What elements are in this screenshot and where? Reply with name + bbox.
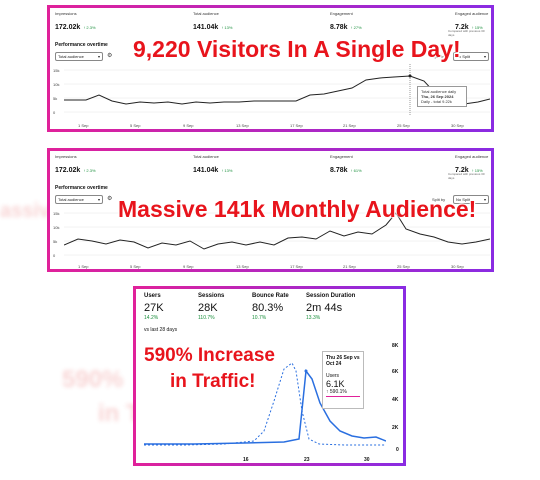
x-tick: 9 Sep (183, 123, 194, 128)
x-tick: 13 Sep (236, 123, 249, 128)
x-tick: 5 Sep (130, 123, 141, 128)
chart-tooltip: Thu 26 Sep vs Oct 24 Users 6.1K ↑ 590.1% (322, 351, 364, 409)
audience-line-chart (64, 212, 490, 256)
y-tick: 0 (53, 253, 56, 258)
metric-session-duration: Session Duration 2m 44s 13.3% (306, 293, 356, 321)
metric-bounce-rate: Bounce Rate 80.3% 10.7% (252, 293, 289, 321)
y-tick: 5k (53, 239, 58, 244)
y-tick: 5k (53, 96, 58, 101)
chevron-down-icon: ▾ (483, 197, 486, 202)
traffic-line-chart (144, 362, 386, 446)
metric-engaged-audience: Engaged audience 7.2k ↑ 15% (455, 11, 489, 31)
audience-panel-daily: Impressions 172.02k ↑ 2.3% Total audience… (47, 5, 494, 132)
x-tick: 30 (364, 457, 370, 463)
x-tick: 1 Sep (78, 264, 89, 269)
x-tick: 30 Sep (451, 264, 464, 269)
x-tick: 9 Sep (183, 264, 194, 269)
performance-label: Performance overtime (55, 185, 108, 191)
headline-overlay-line1: 590% Increase (144, 345, 275, 366)
split-select[interactable]: No Split ▾ (453, 195, 489, 204)
x-tick: 25 Sep (397, 264, 410, 269)
gear-icon[interactable]: ⚙ (107, 196, 113, 202)
split-select[interactable]: No Split ▾ (453, 52, 489, 61)
x-tick: 23 (304, 457, 310, 463)
compare-label: vs last 28 days (144, 327, 178, 333)
chevron-down-icon: ▾ (97, 54, 100, 59)
metric-select[interactable]: Total audience ▾ (55, 52, 103, 61)
x-tick: 21 Sep (343, 264, 356, 269)
y-tick: 2K (392, 425, 399, 431)
x-tick: 30 Sep (451, 123, 464, 128)
series-line (64, 212, 490, 250)
audience-line-chart (64, 64, 490, 116)
y-tick: 15k (53, 211, 60, 216)
split-by-label: Split by (432, 197, 446, 202)
performance-label: Performance overtime (55, 42, 108, 48)
x-tick: 5 Sep (130, 264, 141, 269)
x-tick: 25 Sep (397, 123, 410, 128)
chart-tooltip: Total audience daily Thu, 26 Sep 2024 Da… (417, 86, 467, 107)
metric-users: Users 27K 14.2% (144, 293, 164, 321)
gear-icon[interactable]: ⚙ (107, 53, 113, 59)
x-tick: 16 (243, 457, 249, 463)
metric-sessions: Sessions 28K 110.7% (198, 293, 225, 321)
metric-engagement: Engagement 8.78k ↑ 27% (330, 11, 362, 31)
metric-impressions: Impressions 172.02k ↑ 2.3% (55, 154, 96, 174)
audience-panel-monthly: Impressions 172.02k ↑ 2.3% Total audience… (47, 148, 494, 272)
x-tick: 17 Sep (290, 264, 303, 269)
metric-engaged-audience: Engaged audience 7.2k ↑ 15% (455, 154, 489, 174)
analytics-traffic-panel: Users 27K 14.2% Sessions 28K 110.7% Boun… (133, 286, 406, 466)
compare-note: Compared with previous 30 days (448, 172, 485, 180)
x-tick: 21 Sep (343, 123, 356, 128)
hover-point (408, 74, 412, 78)
current-period-line (144, 369, 386, 445)
metric-engagement: Engagement 8.78k ↑ 61% (330, 154, 362, 174)
y-tick: 8K (392, 343, 399, 349)
series-line (64, 75, 490, 106)
background-ghost-text: 590% (62, 366, 124, 393)
y-tick: 6K (392, 369, 399, 375)
headline-overlay-line2: in Traffic! (170, 371, 256, 392)
y-tick: 0 (396, 447, 399, 453)
metric-select[interactable]: Total audience ▾ (55, 195, 103, 204)
x-tick: 17 Sep (290, 123, 303, 128)
headline-overlay: 9,220 Visitors In A Single Day! (133, 36, 461, 62)
split-by-label: Split by (432, 54, 446, 59)
y-tick: 10k (53, 82, 60, 87)
compare-note: Compared with previous 30 days (448, 29, 485, 37)
x-tick: 1 Sep (78, 123, 89, 128)
hover-point (304, 369, 308, 373)
metric-impressions: Impressions 172.02k ↑ 2.3% (55, 11, 96, 31)
chevron-down-icon: ▾ (483, 54, 486, 59)
x-tick: 13 Sep (236, 264, 249, 269)
y-tick: 15k (53, 68, 60, 73)
y-tick: 4K (392, 397, 399, 403)
metric-total-audience: Total audience 141.04k ↑ 13% (193, 154, 233, 174)
background-ghost-text: assive (0, 200, 62, 222)
metric-total-audience: Total audience 141.04k ↑ 13% (193, 11, 233, 31)
y-tick: 0 (53, 110, 56, 115)
chevron-down-icon: ▾ (97, 197, 100, 202)
y-tick: 10k (53, 225, 60, 230)
headline-overlay: Massive 141k Monthly Audience! (118, 196, 477, 222)
